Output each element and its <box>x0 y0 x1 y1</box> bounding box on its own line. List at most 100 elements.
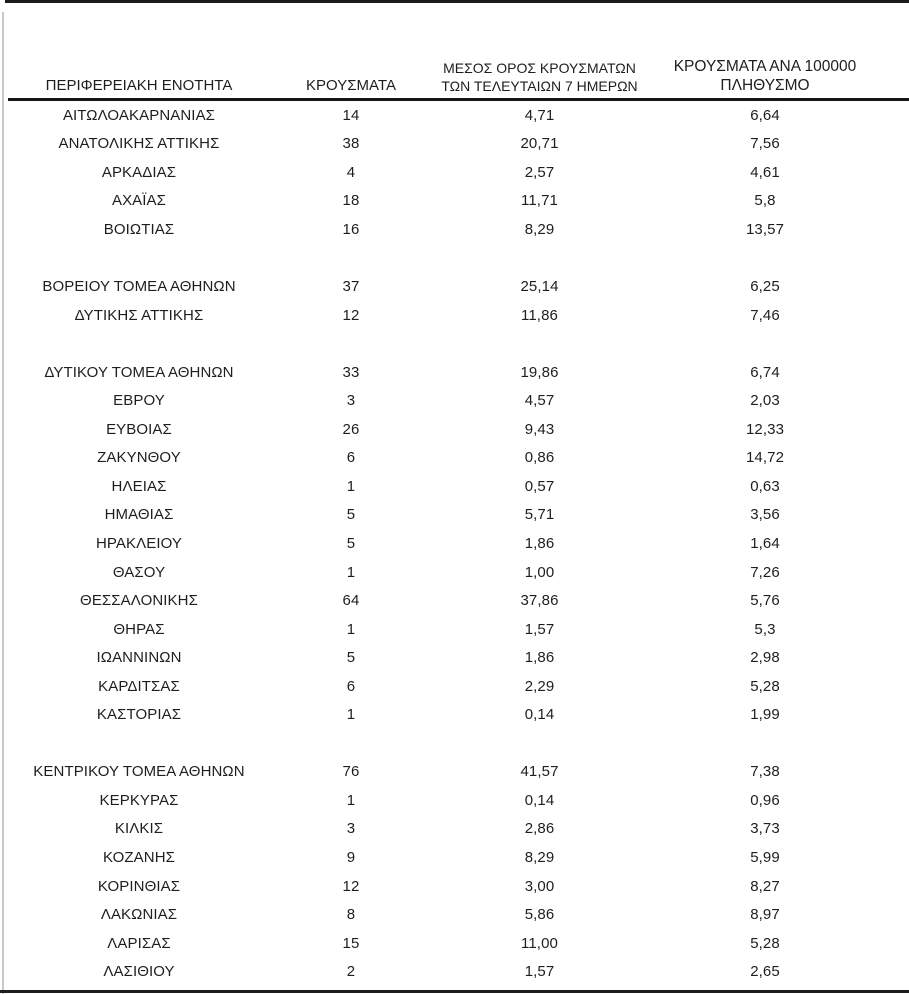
per100k-cell: 5,8 <box>754 192 776 210</box>
avg7-cell: 41,57 <box>520 763 559 781</box>
cases-cell: 4 <box>346 163 356 181</box>
avg7-cell: 11,71 <box>521 192 558 210</box>
cases-cell: 76 <box>342 763 360 781</box>
per100k-cell: 2,98 <box>750 649 780 667</box>
region-name-cell <box>8 244 270 273</box>
table-row: ΛΑΣΙΘΙΟΥ 2 1,57 2,65 <box>8 957 909 986</box>
avg7-cell <box>432 729 647 758</box>
per100k-cell: 12,33 <box>745 420 785 438</box>
region-name-cell: ΗΛΕΙΑΣ <box>111 477 167 495</box>
table-row-spacer <box>8 729 909 758</box>
table-row: ΚΙΛΚΙΣ 3 2,86 3,73 <box>8 815 909 844</box>
cases-cell: 1 <box>346 477 356 495</box>
cases-cell: 15 <box>342 934 360 952</box>
left-edge-line <box>2 12 4 994</box>
per100k-cell: 0,96 <box>750 791 780 809</box>
cases-cell: 5 <box>346 649 356 667</box>
table-row: ΕΥΒΟΙΑΣ 26 9,43 12,33 <box>8 415 909 444</box>
per100k-cell: 8,97 <box>750 906 780 924</box>
per100k-cell: 5,99 <box>750 848 780 866</box>
region-name-cell: ΔΥΤΙΚΟΥ ΤΟΜΕΑ ΑΘΗΝΩΝ <box>44 363 234 381</box>
cases-cell: 16 <box>342 220 360 238</box>
region-name-cell: ΚΟΖΑΝΗΣ <box>102 848 176 866</box>
cases-cell: 37 <box>342 278 360 296</box>
avg7-cell: 0,57 <box>524 477 555 495</box>
avg7-cell: 8,29 <box>524 220 555 238</box>
cases-cell: 1 <box>346 706 356 724</box>
table-row: ΔΥΤΙΚΟΥ ΤΟΜΕΑ ΑΘΗΝΩΝ 33 19,86 6,74 <box>8 358 909 387</box>
table-row: ΑΧΑΪΑΣ 18 11,71 5,8 <box>8 187 909 216</box>
table-row: ΗΛΕΙΑΣ 1 0,57 0,63 <box>8 472 909 501</box>
region-name-cell: ΚΑΡΔΙΤΣΑΣ <box>98 677 180 695</box>
per100k-cell: 5,28 <box>750 677 780 695</box>
cases-cell <box>270 244 432 273</box>
table-row: ΘΕΣΣΑΛΟΝΙΚΗΣ 64 37,86 5,76 <box>8 586 909 615</box>
table-row: ΗΡΑΚΛΕΙΟΥ 5 1,86 1,64 <box>8 529 909 558</box>
cases-cell: 33 <box>342 363 360 381</box>
cases-cell: 5 <box>346 534 356 552</box>
per100k-cell: 6,64 <box>750 106 780 124</box>
region-name-cell: ΚΟΡΙΝΘΙΑΣ <box>97 877 181 895</box>
per100k-cell: 7,46 <box>750 306 780 324</box>
per100k-cell: 2,03 <box>750 392 780 410</box>
region-name-cell: ΑΙΤΩΛΟΑΚΑΡΝΑΝΙΑΣ <box>62 106 216 124</box>
table-row: ΚΟΡΙΝΘΙΑΣ 12 3,00 8,27 <box>8 872 909 901</box>
cases-cell: 1 <box>346 791 356 809</box>
cases-cell <box>270 729 432 758</box>
region-name-cell: ΑΡΚΑΔΙΑΣ <box>101 163 177 181</box>
per100k-cell <box>647 244 883 273</box>
header-cases: ΚΡΟΥΣΜΑΤΑ <box>306 77 396 94</box>
avg7-cell: 1,86 <box>524 649 555 667</box>
per100k-cell: 4,61 <box>750 163 780 181</box>
region-name-cell: ΑΝΑΤΟΛΙΚΗΣ ΑΤΤΙΚΗΣ <box>58 135 220 153</box>
per100k-cell: 0,63 <box>750 477 780 495</box>
region-name-cell: ΚΕΝΤΡΙΚΟΥ ΤΟΜΕΑ ΑΘΗΝΩΝ <box>33 763 245 781</box>
avg7-cell: 20,71 <box>520 135 559 153</box>
avg7-cell: 2,29 <box>524 677 555 695</box>
per100k-cell: 1,64 <box>750 534 780 552</box>
region-name-cell: ΒΟΙΩΤΙΑΣ <box>103 220 175 238</box>
region-name-cell: ΛΑΡΙΣΑΣ <box>107 934 171 952</box>
per100k-cell: 6,25 <box>750 278 780 296</box>
region-name-cell: ΑΧΑΪΑΣ <box>111 192 167 210</box>
per100k-cell: 14,72 <box>745 449 785 467</box>
header-avg7: ΜΕΣΟΣ ΟΡΟΣ ΚΡΟΥΣΜΑΤΩΝ ΤΩΝ ΤΕΛΕΥΤΑΙΩΝ 7 Η… <box>441 60 638 94</box>
region-name-cell: ΕΒΡΟΥ <box>113 392 165 410</box>
avg7-cell: 5,86 <box>524 906 555 924</box>
bottom-rule <box>0 990 909 993</box>
avg7-cell: 9,43 <box>524 420 555 438</box>
avg7-cell: 1,57 <box>524 963 555 981</box>
avg7-cell: 1,86 <box>524 534 555 552</box>
per100k-cell: 5,28 <box>750 934 780 952</box>
per100k-cell: 3,56 <box>750 506 780 524</box>
avg7-cell: 8,29 <box>524 848 555 866</box>
region-name-cell: ΙΩΑΝΝΙΝΩΝ <box>96 649 182 667</box>
table-row: ΘΑΣΟΥ 1 1,00 7,26 <box>8 558 909 587</box>
region-name-cell: ΚΕΡΚΥΡΑΣ <box>99 791 179 809</box>
table-row: ΛΑΡΙΣΑΣ 15 11,00 5,28 <box>8 929 909 958</box>
avg7-cell: 25,14 <box>520 278 559 296</box>
header-region: ΠΕΡΙΦΕΡΕΙΑΚΗ ΕΝΟΤΗΤΑ <box>45 77 233 94</box>
table-row: ΒΟΡΕΙΟΥ ΤΟΜΕΑ ΑΘΗΝΩΝ 37 25,14 6,25 <box>8 272 909 301</box>
table-row: ΔΥΤΙΚΗΣ ΑΤΤΙΚΗΣ 12 11,86 7,46 <box>8 301 909 330</box>
avg7-cell: 1,00 <box>524 563 555 581</box>
table-row: ΛΑΚΩΝΙΑΣ 8 5,86 8,97 <box>8 900 909 929</box>
avg7-cell: 1,57 <box>524 620 555 638</box>
table-row: ΚΑΡΔΙΤΣΑΣ 6 2,29 5,28 <box>8 672 909 701</box>
table-row: ΑΙΤΩΛΟΑΚΑΡΝΑΝΙΑΣ 14 4,71 6,64 <box>8 101 909 130</box>
region-name-cell: ΘΑΣΟΥ <box>112 563 166 581</box>
table-row: ΗΜΑΘΙΑΣ 5 5,71 3,56 <box>8 501 909 530</box>
cases-cell: 8 <box>346 906 356 924</box>
region-name-cell: ΔΥΤΙΚΗΣ ΑΤΤΙΚΗΣ <box>74 306 204 324</box>
cases-cell: 1 <box>346 563 356 581</box>
avg7-cell: 11,86 <box>521 306 558 324</box>
cases-cell <box>270 329 432 358</box>
table-row: ΒΟΙΩΤΙΑΣ 16 8,29 13,57 <box>8 215 909 244</box>
per100k-cell: 8,27 <box>750 877 780 895</box>
cases-cell: 3 <box>346 392 356 410</box>
table-row-spacer <box>8 244 909 273</box>
per100k-cell: 1,99 <box>750 706 780 724</box>
cases-cell: 12 <box>342 306 360 324</box>
avg7-cell: 37,86 <box>520 592 559 610</box>
per100k-cell <box>647 729 883 758</box>
